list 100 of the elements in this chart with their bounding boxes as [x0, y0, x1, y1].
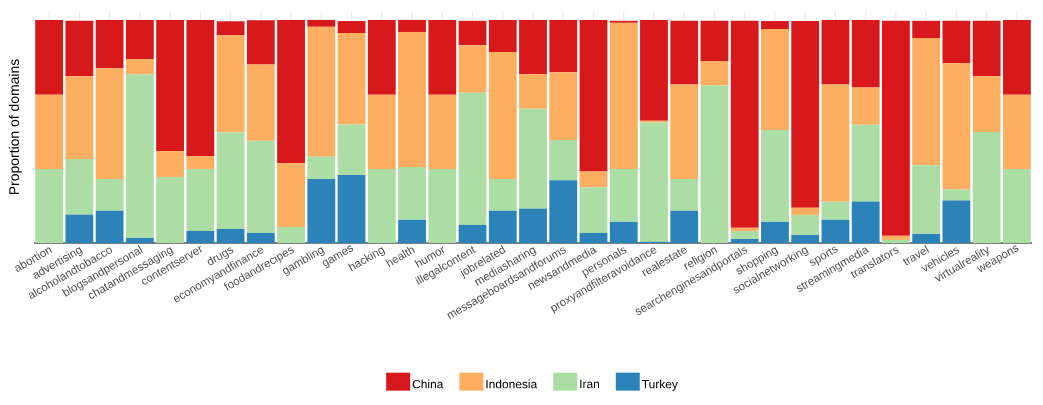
bar [337, 174, 366, 243]
bar [458, 92, 487, 225]
bar [912, 20, 941, 38]
bar [912, 233, 941, 243]
legend-label: China [412, 379, 444, 389]
bar [156, 176, 185, 243]
bar [882, 239, 910, 243]
bar [700, 20, 729, 62]
bar [700, 85, 729, 243]
bar [488, 19, 517, 53]
bar [821, 19, 850, 85]
bar [398, 166, 426, 220]
bar [307, 26, 336, 157]
bar [609, 168, 638, 222]
bar [519, 19, 547, 75]
bar [428, 168, 457, 243]
bar [488, 210, 517, 243]
bar [609, 22, 638, 169]
bar [398, 19, 426, 32]
bar [95, 19, 124, 69]
y-axis-title: Proportion of domains [8, 59, 22, 195]
legend-label: Indonesia [486, 379, 538, 389]
bar [851, 201, 880, 243]
bar [791, 21, 820, 208]
bar [246, 232, 275, 243]
bar [972, 131, 1001, 243]
bar [942, 63, 971, 190]
bar [761, 29, 789, 130]
bar [65, 214, 94, 243]
bar [125, 74, 154, 238]
bar [216, 35, 245, 133]
bar [519, 74, 547, 109]
bar [700, 61, 729, 86]
bar [609, 221, 638, 243]
bar [458, 20, 487, 46]
bar [579, 187, 608, 233]
bar [579, 19, 608, 172]
bar [307, 156, 336, 179]
bar [851, 124, 880, 202]
bar [791, 234, 820, 243]
bar [640, 19, 668, 121]
bar [942, 189, 971, 201]
bar [337, 33, 366, 125]
bar [549, 139, 578, 181]
bar [337, 124, 366, 175]
bar [882, 20, 910, 236]
bar [730, 230, 759, 239]
bar [367, 168, 396, 243]
bar [95, 210, 124, 243]
bar [277, 163, 305, 227]
bar [367, 19, 396, 95]
bar [337, 21, 366, 34]
bar [186, 230, 215, 243]
bar [307, 178, 336, 243]
bar [1002, 168, 1031, 243]
bar [821, 201, 850, 220]
bar [882, 235, 910, 240]
bar [35, 19, 64, 95]
bar [65, 158, 94, 215]
bar [851, 87, 880, 125]
bar [125, 59, 154, 75]
bar [458, 45, 487, 93]
bar [761, 129, 789, 222]
bar [670, 178, 699, 211]
bar [1002, 94, 1031, 169]
bar [428, 94, 457, 169]
bar [730, 20, 759, 228]
bar [156, 151, 185, 177]
bar [549, 72, 578, 140]
bar [458, 224, 487, 243]
bar [277, 19, 305, 164]
bar [519, 208, 547, 243]
bar [125, 19, 154, 60]
bar [942, 20, 971, 64]
bar [1002, 19, 1031, 95]
bar [488, 178, 517, 211]
bar [761, 21, 789, 30]
bar [761, 221, 789, 243]
bar [125, 237, 154, 243]
bar [851, 19, 880, 88]
bar [277, 226, 305, 243]
bar [216, 132, 245, 229]
bar [488, 52, 517, 179]
bar [670, 84, 699, 179]
bar [35, 94, 64, 169]
bar [942, 200, 971, 243]
bar [791, 207, 820, 215]
bar [640, 122, 668, 242]
bar [65, 20, 94, 77]
bar [821, 219, 850, 243]
bar [246, 20, 275, 65]
bar [972, 20, 1001, 77]
bar [156, 19, 185, 152]
bar [398, 219, 426, 243]
bar [307, 19, 336, 27]
bar [216, 21, 245, 36]
bar [398, 31, 426, 167]
bar [579, 171, 608, 188]
bar [216, 228, 245, 243]
bar [428, 19, 457, 95]
